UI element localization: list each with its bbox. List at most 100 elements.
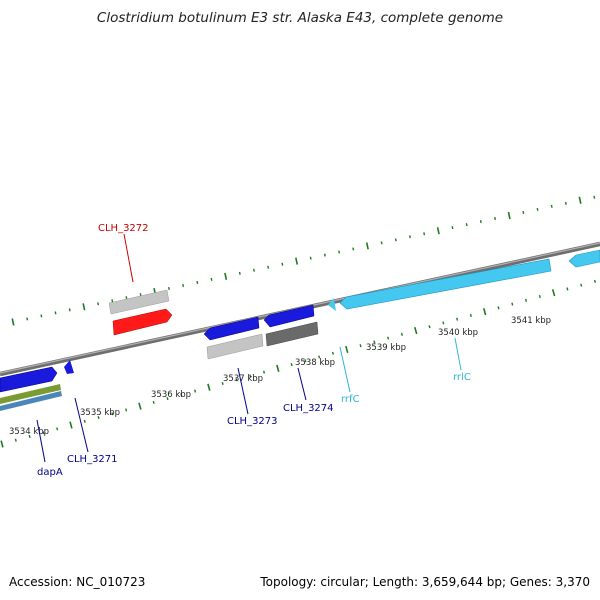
gene-feature-rrfC[interactable] bbox=[328, 298, 336, 311]
gene-label-rrfC: rrfC bbox=[341, 394, 360, 405]
minor-tick bbox=[210, 277, 213, 281]
axis-label-3539: 3539 kbp bbox=[366, 343, 406, 353]
minor-tick bbox=[550, 204, 553, 208]
axis-label-3535: 3535 kbp bbox=[80, 408, 120, 418]
minor-tick bbox=[456, 317, 459, 321]
major-tick bbox=[295, 257, 299, 265]
minor-tick bbox=[323, 253, 326, 257]
gene-label-dapA: dapA bbox=[37, 467, 63, 478]
minor-tick bbox=[338, 250, 341, 254]
genome-summary-text: Topology: circular; Length: 3,659,644 bp… bbox=[260, 575, 590, 589]
minor-tick bbox=[125, 408, 128, 412]
gene-feature-dapA[interactable] bbox=[0, 366, 58, 393]
gene-feature-CLH_3271[interactable] bbox=[64, 360, 74, 374]
minor-tick bbox=[139, 293, 142, 297]
minor-tick bbox=[42, 431, 45, 435]
gene-feature-gray-3274[interactable] bbox=[265, 321, 319, 347]
minor-tick bbox=[238, 271, 241, 275]
axis-label-3538: 3538 kbp bbox=[295, 358, 335, 368]
minor-tick bbox=[97, 415, 100, 420]
gene-label-CLH_3273: CLH_3273 bbox=[227, 416, 278, 427]
major-tick bbox=[207, 383, 211, 391]
minor-tick bbox=[40, 314, 43, 318]
gene-feature-gray-3273[interactable] bbox=[206, 333, 264, 360]
minor-tick bbox=[111, 412, 114, 416]
major-tick bbox=[482, 308, 487, 316]
minor-tick bbox=[56, 427, 59, 431]
minor-tick bbox=[152, 400, 155, 404]
minor-tick bbox=[304, 359, 307, 363]
minor-tick bbox=[28, 434, 31, 438]
gene-label-CLH_3272: CLH_3272 bbox=[98, 223, 149, 234]
major-tick bbox=[414, 326, 418, 335]
major-tick bbox=[224, 272, 228, 280]
gene-label-rrlC: rrlC bbox=[453, 372, 471, 383]
minor-tick bbox=[235, 378, 238, 382]
feature-track bbox=[0, 249, 600, 411]
minor-tick bbox=[373, 340, 376, 344]
major-tick bbox=[138, 402, 142, 410]
minor-tick bbox=[442, 321, 445, 325]
minor-tick bbox=[400, 332, 403, 336]
minor-tick bbox=[14, 438, 17, 442]
major-tick bbox=[276, 364, 280, 372]
minor-tick bbox=[408, 235, 411, 239]
minor-tick bbox=[182, 283, 185, 287]
minor-tick bbox=[497, 306, 500, 310]
minor-tick bbox=[290, 363, 293, 367]
axis-label-3540: 3540 kbp bbox=[438, 328, 478, 338]
minor-tick bbox=[194, 389, 197, 393]
minor-tick bbox=[423, 232, 426, 236]
axis-label-3541: 3541 kbp bbox=[511, 316, 551, 326]
minor-tick bbox=[196, 280, 199, 284]
major-tick bbox=[69, 421, 73, 429]
major-tick bbox=[11, 318, 15, 326]
lower-tick-track bbox=[0, 279, 597, 448]
minor-tick bbox=[511, 302, 514, 306]
gene-feature-CLH_3273[interactable] bbox=[203, 316, 260, 341]
map-title: Clostridium botulinum E3 str. Alaska E43… bbox=[96, 10, 504, 26]
axis-label-3534: 3534 kbp bbox=[9, 427, 49, 437]
gene-label-CLH_3271: CLH_3271 bbox=[67, 454, 118, 465]
major-tick bbox=[345, 345, 349, 354]
minor-tick bbox=[469, 313, 472, 317]
minor-tick bbox=[331, 351, 335, 355]
minor-tick bbox=[387, 336, 390, 340]
minor-tick bbox=[352, 247, 355, 251]
minor-tick bbox=[428, 325, 431, 329]
gene-feature-rrna-right[interactable] bbox=[568, 249, 600, 268]
minor-tick bbox=[253, 268, 255, 272]
minor-tick bbox=[97, 302, 100, 306]
minor-tick bbox=[281, 262, 284, 266]
major-tick bbox=[507, 211, 511, 220]
minor-tick bbox=[536, 207, 539, 211]
major-tick bbox=[365, 242, 369, 250]
gene-feature-CLH_3274[interactable] bbox=[263, 304, 315, 328]
axis-label-3537: 3537 kbp bbox=[223, 374, 263, 384]
axis-labels: 3534 kbp 3535 kbp 3536 kbp 3537 kbp 3538… bbox=[9, 316, 551, 437]
minor-tick bbox=[593, 195, 596, 199]
minor-tick bbox=[593, 279, 597, 283]
minor-tick bbox=[566, 287, 569, 291]
major-tick bbox=[0, 440, 4, 448]
minor-tick bbox=[538, 294, 541, 299]
gene-feature-gray-upper[interactable] bbox=[108, 289, 170, 315]
axis-label-3536: 3536 kbp bbox=[151, 390, 191, 400]
minor-tick bbox=[318, 355, 321, 359]
minor-tick bbox=[522, 210, 525, 214]
gene-labels: CLH_3272 CLH_3271 dapA CLH_3273 CLH_3274… bbox=[37, 223, 471, 478]
minor-tick bbox=[494, 217, 496, 221]
minor-tick bbox=[479, 220, 482, 224]
minor-tick bbox=[525, 298, 528, 302]
gene-feature-CLH_3272[interactable] bbox=[112, 308, 173, 336]
minor-tick bbox=[309, 256, 312, 260]
minor-tick bbox=[26, 317, 29, 321]
minor-tick bbox=[394, 238, 397, 242]
minor-tick bbox=[380, 241, 383, 245]
gene-feature-olive[interactable] bbox=[0, 384, 61, 404]
gene-feature-rrlC[interactable] bbox=[339, 258, 552, 310]
minor-tick bbox=[451, 226, 454, 230]
gene-feature-steel[interactable] bbox=[0, 391, 62, 411]
major-tick bbox=[436, 227, 440, 235]
